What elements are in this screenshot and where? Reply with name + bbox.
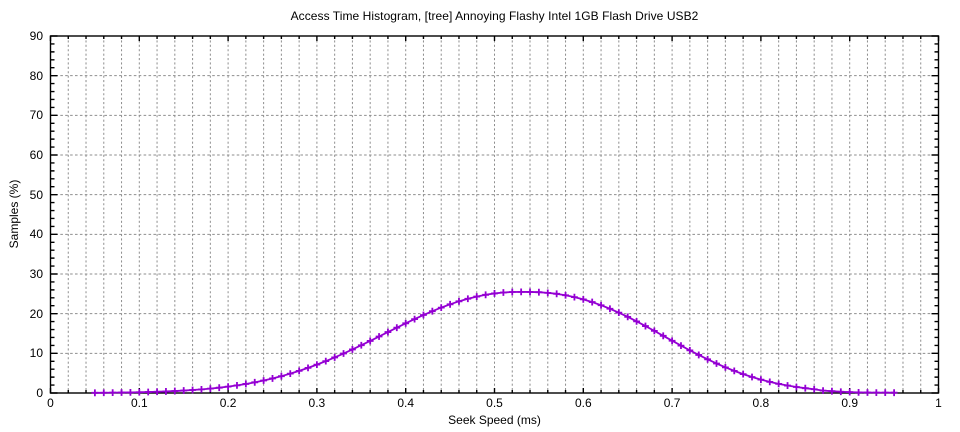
x-tick-label: 0.3	[308, 396, 326, 411]
x-gridlines	[67, 36, 922, 393]
y-tick-label: 80	[29, 68, 43, 83]
x-tick-label: 0.4	[397, 396, 415, 411]
x-tick-label: 0.7	[663, 396, 681, 411]
y-tick-label: 40	[29, 227, 43, 242]
y-tick-label: 50	[29, 187, 43, 202]
y-tick-label: 10	[29, 346, 43, 361]
x-tick-label: 0	[47, 396, 54, 411]
series-line	[94, 290, 895, 394]
x-tick-label: 0.2	[219, 396, 237, 411]
x-tick-label: 0.5	[486, 396, 503, 411]
plot-border	[49, 35, 940, 394]
x-tick-label: 0.6	[574, 396, 592, 411]
y-tick-label: 30	[29, 267, 43, 281]
x-tick-label: 0.8	[752, 396, 770, 411]
chart-title: Access Time Histogram, [tree] Annoying F…	[290, 9, 699, 23]
y-tick-label: 0	[36, 386, 43, 400]
y-tick-label: 60	[29, 148, 43, 162]
x-tick-label: 0.1	[130, 396, 148, 411]
y-gridlines	[50, 75, 939, 354]
x-tick-label: 1	[935, 396, 942, 411]
y-tick-label: 20	[29, 306, 43, 321]
x-tick-label: 0.9	[841, 396, 859, 411]
y-tick-label: 70	[29, 108, 43, 123]
y-tick-label: 90	[29, 29, 43, 43]
x-axis-label: Seek Speed (ms)	[448, 413, 541, 428]
series-markers	[91, 288, 898, 397]
